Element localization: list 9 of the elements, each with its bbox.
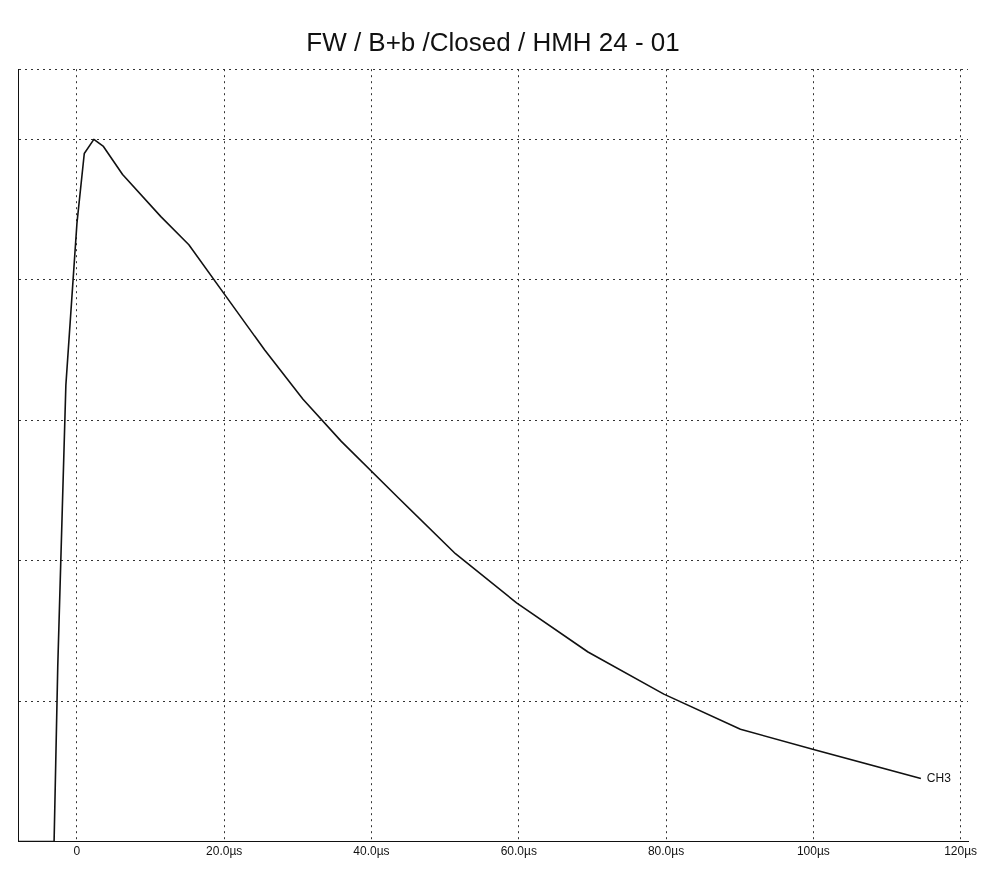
x-tick-label: 0 [73, 844, 81, 859]
x-tick-label: 20.0µs [206, 844, 243, 859]
x-tick-label: 40.0µs [353, 844, 390, 859]
x-tick-label: 80.0µs [647, 844, 685, 859]
x-tick-label: 100µs [796, 844, 830, 859]
annotation: CH3 [926, 770, 952, 785]
x-tick-label: 60.0µs [500, 844, 537, 859]
x-tick-label: 120µs [944, 844, 978, 859]
chart-title: FW / B+b /Closed / HMH 24 - 01 [306, 26, 680, 57]
